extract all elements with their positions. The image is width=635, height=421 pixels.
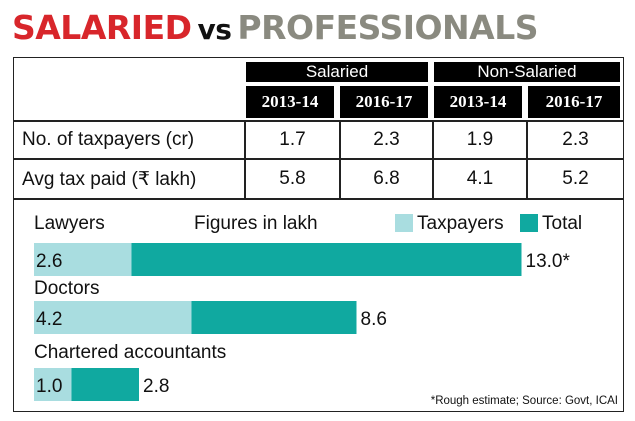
label-taxpayers-lawyers: 2.6 xyxy=(36,251,62,272)
group-header-salaried: Salaried xyxy=(246,62,428,82)
year-header-salaried-2016: 2016-17 xyxy=(340,86,428,118)
legend-label-taxpayers: Taxpayers xyxy=(417,213,504,234)
taxpayers-salaried-2016: 2.3 xyxy=(373,129,400,150)
table-line-mid xyxy=(14,158,623,160)
year-header-nonsalaried-2013: 2013-14 xyxy=(434,86,522,118)
bar-taxpayers-lawyers xyxy=(34,243,132,276)
label-total-chartered-accountants: 2.8 xyxy=(143,376,169,397)
category-label-doctors: Doctors xyxy=(34,278,99,299)
group-header-non-salaried: Non-Salaried xyxy=(434,62,620,82)
chart-title: SALARIED vs PROFESSIONALS xyxy=(12,6,538,50)
bar-taxpayers-chartered-accountants xyxy=(34,368,72,401)
source-footnote: *Rough estimate; Source: Govt, ICAI xyxy=(431,395,618,407)
taxpayers-nonsalaried-2016: 2.3 xyxy=(562,129,589,150)
category-label-lawyers: Lawyers xyxy=(34,213,105,234)
row-label-taxpayers: No. of taxpayers (cr) xyxy=(22,129,195,150)
legend-swatch-taxpayers xyxy=(395,214,413,232)
professionals-bar-chart: Figures in lakh Taxpayers Total Lawyers 2.6 1… xyxy=(34,213,618,407)
title-vs: vs xyxy=(197,13,232,46)
table-col-line-3 xyxy=(432,120,434,198)
table-col-line-1 xyxy=(244,120,246,198)
table-col-line-4 xyxy=(526,120,528,198)
figures-note: Figures in lakh xyxy=(194,213,318,234)
year-header-salaried-2013: 2013-14 xyxy=(246,86,334,118)
infographic-frame: Salaried Non-Salaried 2013-14 2016-17 20… xyxy=(13,57,624,412)
taxpayers-nonsalaried-2013: 1.9 xyxy=(466,129,494,150)
bar-taxpayers-doctors xyxy=(34,301,192,334)
avgtax-salaried-2013: 5.8 xyxy=(279,168,306,189)
legend-swatch-total xyxy=(520,214,538,232)
title-salaried: SALARIED xyxy=(12,8,192,47)
legend-label-total: Total xyxy=(542,213,582,234)
label-taxpayers-doctors: 4.2 xyxy=(36,309,62,330)
label-total-doctors: 8.6 xyxy=(361,309,387,330)
row-label-avg-tax: Avg tax paid (₹ lakh) xyxy=(22,168,197,190)
avgtax-nonsalaried-2013: 4.1 xyxy=(466,168,494,189)
table-col-line-2 xyxy=(339,120,341,198)
taxpayers-salaried-2013: 1.7 xyxy=(279,129,306,150)
title-professionals: PROFESSIONALS xyxy=(237,8,538,47)
label-total-lawyers: 13.0* xyxy=(526,251,571,272)
avgtax-salaried-2016: 6.8 xyxy=(373,168,400,189)
table-line-top xyxy=(14,120,623,122)
year-header-nonsalaried-2016: 2016-17 xyxy=(528,86,620,118)
label-taxpayers-chartered-accountants: 1.0 xyxy=(36,376,62,397)
table-line-bottom xyxy=(14,198,623,200)
category-label-chartered-accountants: Chartered accountants xyxy=(34,342,226,363)
avgtax-nonsalaried-2016: 5.2 xyxy=(562,168,589,189)
